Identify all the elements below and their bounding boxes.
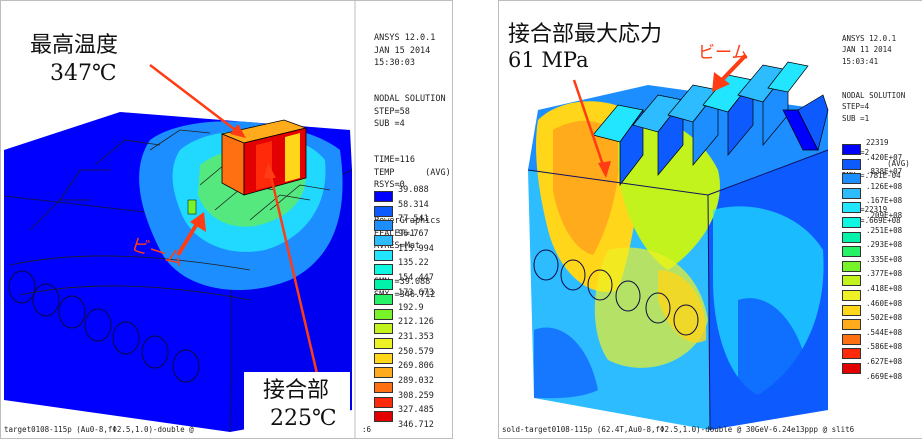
legend-swatch (374, 264, 393, 276)
stress-value: 61 MPa (508, 48, 589, 72)
legend-swatch (374, 205, 393, 217)
legend-swatch (842, 362, 861, 374)
legend-value: 269.806 (398, 361, 434, 372)
right-caption: sold-target0108-115p (62.4T,Au0-8,fΦ2.5,… (502, 425, 855, 434)
legend-value: .838E+07 (866, 167, 903, 177)
legend-swatch (842, 319, 861, 331)
legend-swatch (842, 231, 861, 243)
legend-value: 327.485 (398, 405, 434, 416)
legend-value: 308.259 (398, 390, 434, 401)
legend-swatch (374, 381, 393, 393)
max-temp-title: 最高温度 (30, 33, 119, 58)
legend-value: .167E+08 (866, 196, 903, 206)
legend-value: .126E+08 (866, 181, 903, 191)
legend-swatch (374, 249, 393, 261)
legend-swatch (842, 173, 861, 185)
legend-swatch (842, 246, 861, 258)
legend-value: .502E+08 (866, 313, 903, 323)
temperature-contour-plot (3, 0, 356, 439)
annotation-arrows (149, 64, 320, 379)
legend-swatch (842, 260, 861, 272)
legend-swatch (842, 348, 861, 360)
legend-value: .627E+08 (866, 356, 903, 366)
left-ansys-info: ANSYS 12.0.1 JAN 15 2014 15:30:03 NODAL SO… (374, 33, 451, 300)
legend-swatch (374, 191, 393, 202)
legend-swatch (842, 275, 861, 287)
legend-swatch (842, 158, 861, 170)
legend-swatch (842, 289, 861, 301)
legend-swatch (374, 323, 393, 335)
legend-value: .377E+08 (866, 269, 903, 279)
max-temp-label-box (22, 28, 142, 90)
legend-swatch (842, 144, 861, 155)
legend-swatch (842, 187, 861, 199)
legend-swatch (374, 396, 393, 408)
stress-contour-plot (527, 53, 829, 431)
beam-blocks (592, 61, 829, 187)
legend-swatch (374, 367, 393, 379)
legend-value: .586E+08 (866, 342, 903, 352)
legend-value: .335E+08 (866, 254, 903, 264)
max-temp-value: 347℃ (50, 61, 117, 86)
legend-swatch (374, 279, 393, 291)
legend-value: 58.314 (398, 199, 429, 210)
legend-swatch (374, 352, 393, 364)
legend-value: .418E+08 (866, 283, 903, 293)
legend-value: 22319 (866, 138, 889, 147)
legend-swatch (842, 333, 861, 345)
legend-swatch (374, 411, 393, 423)
legend-value: .460E+08 (866, 298, 903, 308)
legend-value: .544E+08 (866, 327, 903, 337)
legend-value: 231.353 (398, 331, 434, 342)
joint-label-box (244, 372, 350, 438)
left-caption-tail: :6 (362, 425, 372, 434)
legend-swatch (374, 308, 393, 320)
stress-label-box (502, 14, 690, 74)
legend-value: 154.447 (398, 273, 434, 284)
legend-swatch (374, 235, 393, 247)
legend-value: 135.22 (398, 258, 429, 269)
joint-temp-value: 225℃ (270, 406, 337, 431)
legend-swatch (374, 337, 393, 349)
left-caption: target0108-115p (Au0-8,fΦ2.5,1.0)-double… (4, 425, 194, 434)
legend-value: 96.767 (398, 229, 429, 240)
annotation-arrows (572, 53, 748, 178)
legend-value: 212.126 (398, 317, 434, 328)
legend-value: 289.032 (398, 375, 434, 386)
legend-swatch (842, 304, 861, 316)
legend-value: 346.712 (398, 420, 434, 430)
legend-value: 192.9 (398, 302, 424, 313)
legend-value: 77.541 (398, 214, 429, 225)
legend-value: .209E+08 (866, 210, 903, 220)
cooling-holes (533, 249, 699, 336)
right-panel: 接合部最大応力 61 MPa ビーム ANSYS 12.0.1 JAN 11 20… (462, 0, 922, 439)
legend-value: .669E+08 (866, 371, 903, 381)
cooling-holes (8, 270, 200, 383)
legend-swatch (374, 220, 393, 232)
legend-value: 250.579 (398, 346, 434, 357)
legend-swatch (374, 293, 393, 305)
legend-value: 173.673 (398, 287, 434, 298)
beam-label: ビーム (698, 43, 749, 63)
legend-value: .293E+08 (866, 240, 903, 250)
legend-value: .420E+07 (866, 152, 903, 162)
legend-value: 115.994 (398, 243, 434, 254)
joint-title: 接合部 (263, 378, 330, 403)
stress-title: 接合部最大応力 (508, 22, 663, 47)
legend-swatch (842, 216, 861, 228)
left-panel: 最高温度 347℃ ビーム 接合部 225℃ ANSYS 12.0.1 JAN 1… (0, 0, 453, 439)
legend-swatch (842, 202, 861, 214)
legend-value: 39.088 (398, 185, 429, 195)
legend-value: .251E+08 (866, 225, 903, 235)
